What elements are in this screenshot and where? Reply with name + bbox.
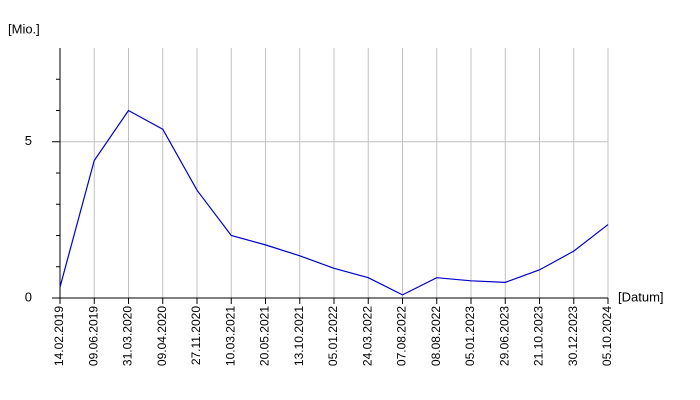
x-tick-label: 10.03.2021 [223,306,237,366]
x-tick-label: 21.10.2023 [532,306,546,366]
x-tick-label: 31.03.2020 [121,306,135,366]
x-tick-label: 08.08.2022 [429,306,443,366]
x-tick-label: 05.01.2023 [463,306,477,366]
y-tick-label: 5 [25,133,32,148]
x-tick-label: 09.04.2020 [155,306,169,366]
y-tick-label: 0 [25,289,32,304]
x-tick-label: 07.08.2022 [395,306,409,366]
x-tick-label: 24.03.2022 [360,306,374,366]
x-tick-label: 14.02.2019 [52,306,66,366]
x-tick-label: 29.06.2023 [497,306,511,366]
y-axis-label: [Mio.] [8,21,40,36]
data-line [59,109,609,296]
x-tick-label: 09.06.2019 [86,306,100,366]
x-tick-label: 05.10.2024 [600,306,614,366]
x-tick-label: 27.11.2020 [189,306,203,365]
x-tick-label: 20.05.2021 [258,306,272,366]
x-tick-label: 30.12.2023 [566,306,580,366]
x-tick-label: 13.10.2021 [292,306,306,366]
x-tick-label: 05.01.2022 [326,306,340,366]
x-axis-label: [Datum] [618,289,664,304]
